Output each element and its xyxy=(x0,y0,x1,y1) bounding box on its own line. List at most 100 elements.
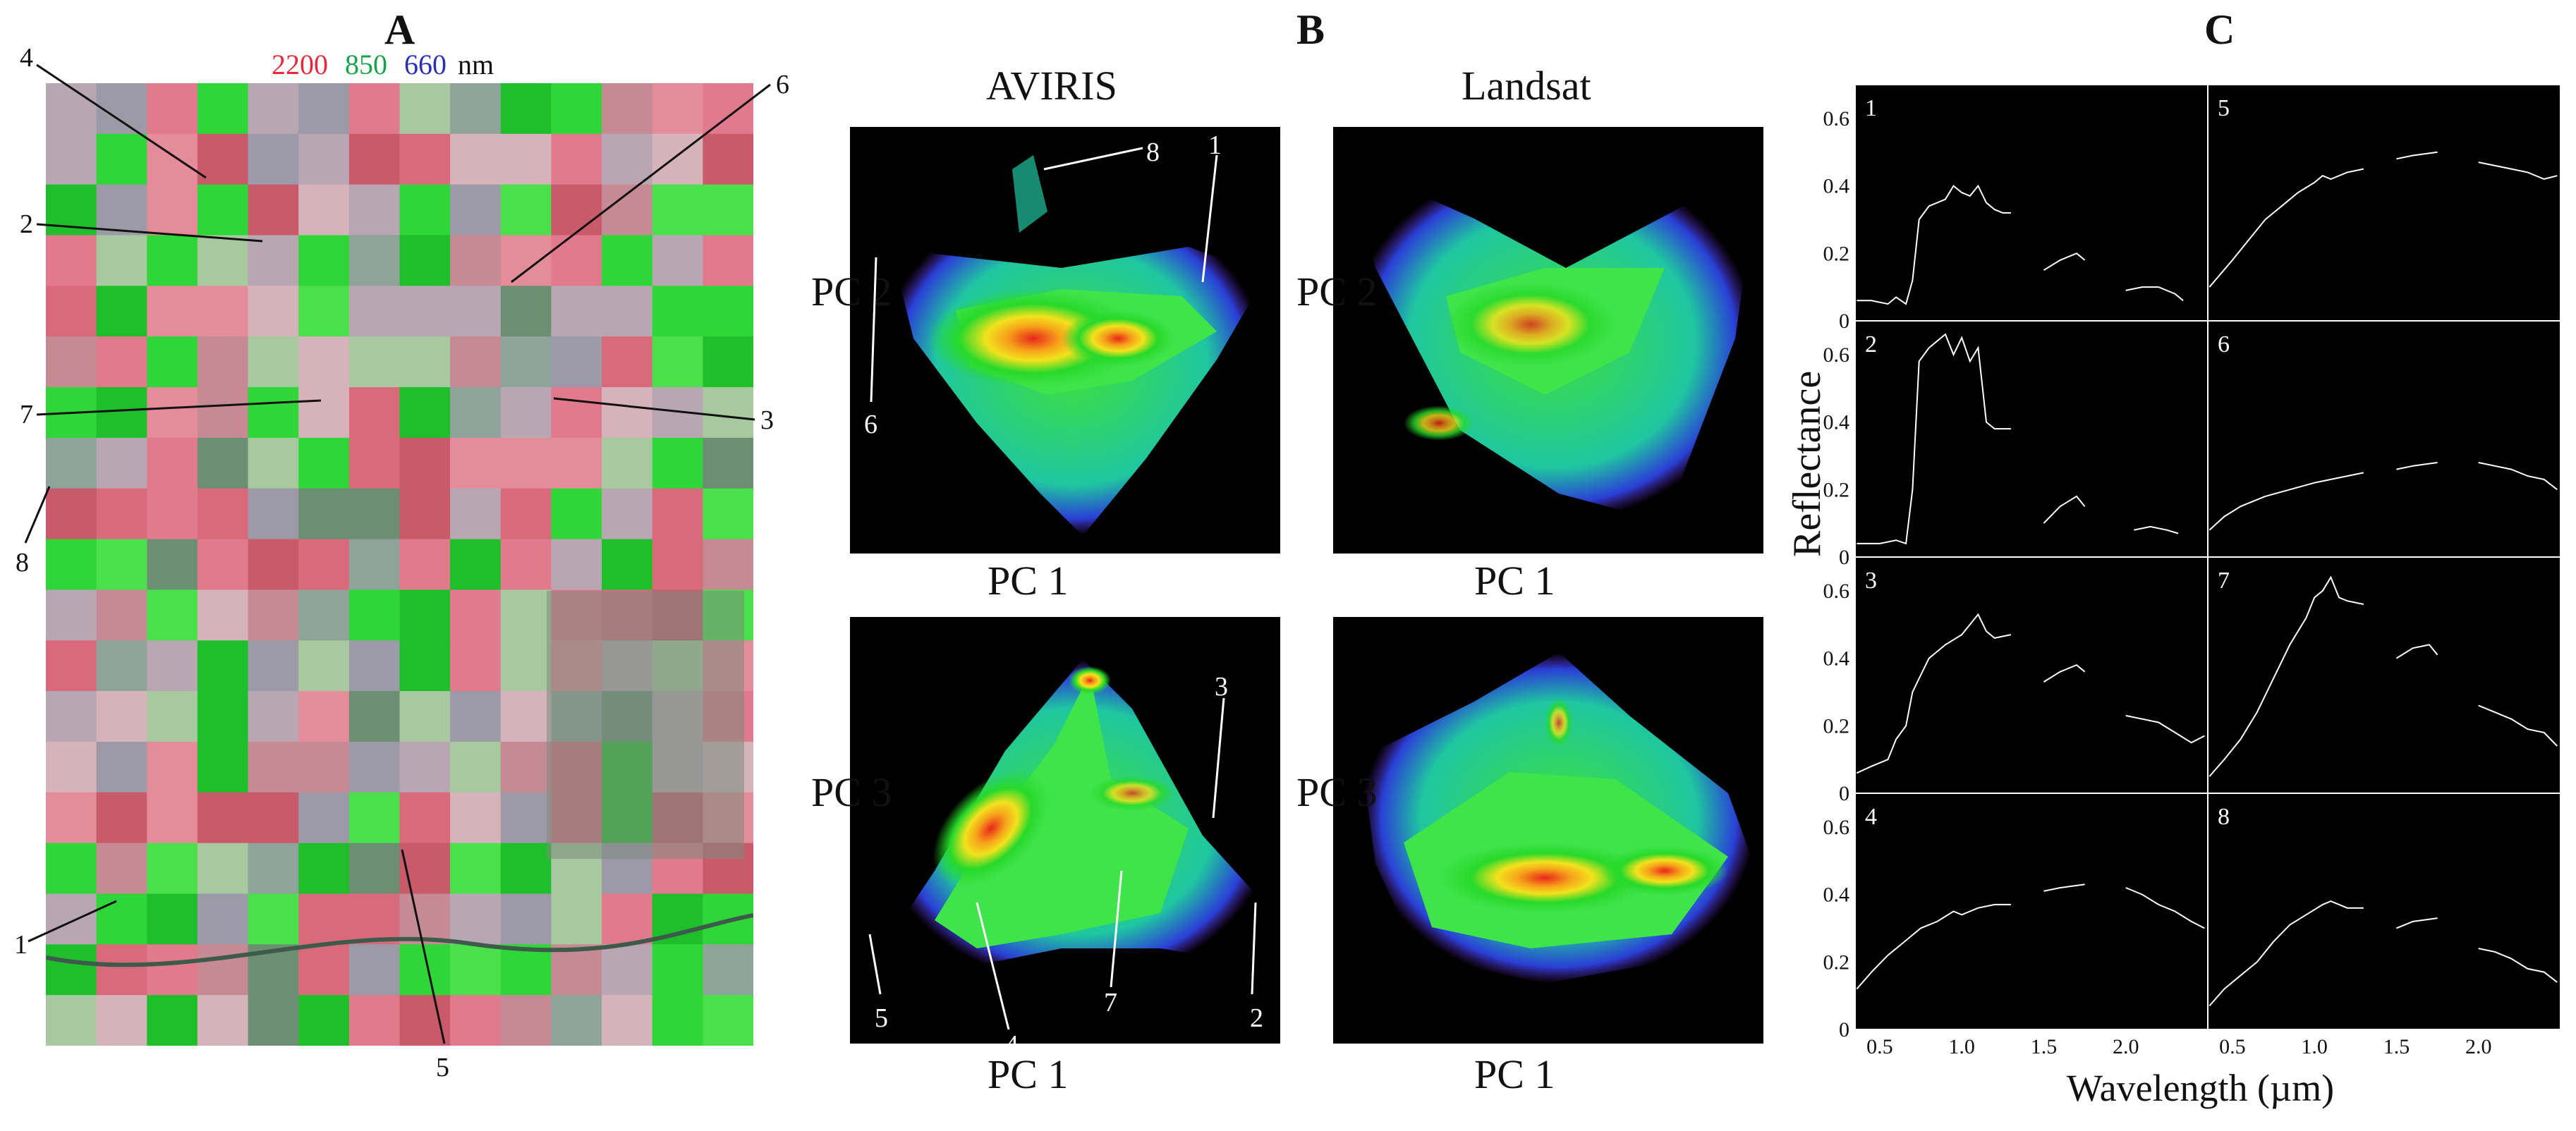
spectrum-line xyxy=(2125,286,2184,302)
spectrum-line xyxy=(2209,900,2364,1007)
field-parcel xyxy=(248,336,299,388)
y-tick-label: 0.6 xyxy=(1823,816,1850,839)
field-parcel xyxy=(348,691,400,742)
field-parcel xyxy=(703,995,753,1046)
y-tick-label: 0.2 xyxy=(1823,950,1850,974)
field-parcel xyxy=(703,83,753,135)
field-parcel xyxy=(348,133,400,185)
x-tick-label: 1.0 xyxy=(1948,1035,1975,1058)
landsat-12-xlabel: PC 1 xyxy=(1474,558,1555,604)
field-parcel xyxy=(348,235,400,286)
field-parcel xyxy=(96,437,147,489)
field-parcel xyxy=(703,539,753,590)
field-parcel xyxy=(399,691,451,742)
callout-arrow-1 xyxy=(28,900,117,943)
band-2200-label: 2200 xyxy=(272,49,328,80)
field-parcel xyxy=(46,741,97,793)
spectrum-panel-label: 4 xyxy=(1865,804,1877,830)
field-parcel xyxy=(703,437,753,489)
field-parcel xyxy=(298,488,350,539)
field-parcel xyxy=(298,133,350,185)
panel-b-letter: B xyxy=(1296,6,1325,53)
y-tick-label: 0.4 xyxy=(1823,411,1850,434)
field-parcel xyxy=(348,437,400,489)
field-parcel xyxy=(147,286,198,337)
spectrum-line xyxy=(1857,333,2011,545)
field-parcel xyxy=(399,488,451,539)
field-parcel xyxy=(147,995,198,1046)
field-parcel xyxy=(652,184,703,236)
b-callout-8: 8 xyxy=(1146,137,1160,167)
field-parcel xyxy=(348,488,400,539)
field-parcel xyxy=(652,437,703,489)
spectrum-line xyxy=(2125,887,2205,929)
field-parcel xyxy=(96,741,147,793)
field-parcel xyxy=(248,235,299,286)
field-parcel xyxy=(197,843,248,894)
field-parcel xyxy=(96,83,147,135)
y-tick-label: 0 xyxy=(1839,546,1849,569)
field-parcel xyxy=(46,83,97,135)
spectrum-panel-label: 7 xyxy=(2218,568,2230,594)
y-tick-label: 0.4 xyxy=(1823,884,1850,907)
field-parcel xyxy=(399,336,451,388)
spectrum-panel-4 xyxy=(1854,793,2209,1030)
field-parcel xyxy=(450,995,502,1046)
b-arrow-3 xyxy=(1212,697,1225,819)
field-parcel xyxy=(551,286,602,337)
panel-a-letter: A xyxy=(384,6,415,53)
spectrum-line xyxy=(2043,664,2086,683)
field-parcel xyxy=(399,437,451,489)
callout-1: 1 xyxy=(14,930,28,960)
field-parcel xyxy=(652,235,703,286)
field-parcel xyxy=(703,286,753,337)
b-arrow-4 xyxy=(976,902,1010,1030)
spectrum-panel-7 xyxy=(2207,556,2561,794)
field-parcel xyxy=(602,488,653,539)
field-parcel xyxy=(46,589,97,641)
wavelength-xlabel: Wavelength (µm) xyxy=(2067,1067,2335,1109)
field-parcel xyxy=(147,893,198,945)
field-parcel xyxy=(46,286,97,337)
field-parcel xyxy=(298,640,350,692)
field-parcel xyxy=(450,235,502,286)
field-parcel xyxy=(46,995,97,1046)
callout-arrow-7 xyxy=(36,399,322,416)
field-parcel xyxy=(551,437,602,489)
callout-2: 2 xyxy=(20,209,33,239)
field-parcel xyxy=(602,235,653,286)
field-parcel xyxy=(197,995,248,1046)
field-parcel xyxy=(298,539,350,590)
field-parcel xyxy=(602,286,653,337)
scatter-aviris-pc1-pc2 xyxy=(850,127,1280,554)
band-legend: 2200 850 660 nm xyxy=(272,48,494,81)
spectrum-line xyxy=(2478,161,2558,181)
field-parcel xyxy=(298,843,350,894)
field-parcel xyxy=(348,83,400,135)
band-unit-label: nm xyxy=(458,49,494,80)
spectrum-panel-8 xyxy=(2207,793,2561,1030)
b-callout-7: 7 xyxy=(1104,988,1117,1017)
aviris-13-ylabel: PC 3 xyxy=(811,769,892,815)
field-parcel xyxy=(248,640,299,692)
field-parcel xyxy=(96,640,147,692)
field-parcel xyxy=(551,184,602,236)
spectra-grid: 1 0 0.2 0.4 0.6 5 2 0 0.2 0.4 0.6 6 3 0 0.2 0.4 0.6 7 4 0 0.… xyxy=(1806,85,2568,1072)
callout-7: 7 xyxy=(20,400,33,429)
spectrum-panel-5 xyxy=(2207,85,2561,322)
field-parcel xyxy=(348,539,400,590)
field-parcel xyxy=(348,741,400,793)
field-parcel xyxy=(652,539,703,590)
field-parcel xyxy=(500,83,552,135)
field-parcel xyxy=(348,843,400,894)
satellite-image-fields xyxy=(46,83,753,1046)
field-parcel xyxy=(602,133,653,185)
x-tick-label: 0.5 xyxy=(2219,1035,2246,1058)
field-parcel xyxy=(248,286,299,337)
field-parcel xyxy=(500,691,552,742)
y-tick-label: 0.2 xyxy=(1823,478,1850,501)
field-parcel xyxy=(703,944,753,996)
y-tick-label: 0.2 xyxy=(1823,714,1850,738)
spectrum-line xyxy=(2043,884,2085,892)
field-parcel xyxy=(500,488,552,539)
